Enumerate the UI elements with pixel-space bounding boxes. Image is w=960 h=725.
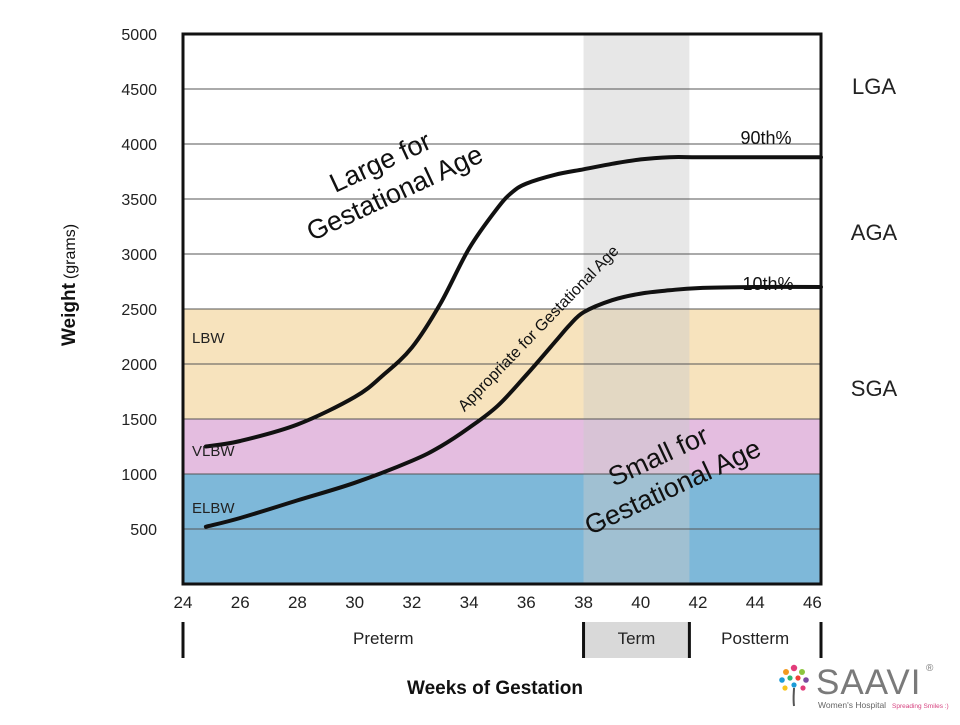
logo-registered-mark: ® (926, 663, 934, 674)
x-tick-36: 36 (517, 593, 536, 612)
y-tick-3000: 3000 (121, 247, 157, 264)
right-label-lga: LGA (852, 74, 896, 99)
band-label-lbw: LBW (192, 330, 225, 347)
y-tick-1500: 1500 (121, 412, 157, 429)
band-label-vlbw: VLBW (192, 443, 235, 460)
x-axis-title: Weeks of Gestation (407, 678, 583, 699)
y-tick-500: 500 (130, 522, 157, 539)
y-axis-title-unit: (grams) (62, 224, 79, 279)
series-label-10th: 10th% (742, 274, 793, 294)
x-tick-44: 44 (746, 593, 765, 612)
segment-term-shade (583, 622, 690, 658)
x-tick-28: 28 (288, 593, 307, 612)
x-tick-26: 26 (231, 593, 250, 612)
x-tick-38: 38 (574, 593, 593, 612)
band-label-elbw: ELBW (192, 500, 235, 517)
y-axis-title-main: Weight (59, 282, 80, 346)
x-tick-34: 34 (460, 593, 479, 612)
plot-frame (181, 32, 823, 586)
y-tick-4000: 4000 (121, 137, 157, 154)
x-tick-30: 30 (345, 593, 364, 612)
y-tick-2500: 2500 (121, 302, 157, 319)
segment-label-postterm: Postterm (721, 629, 789, 648)
x-tick-32: 32 (402, 593, 421, 612)
y-tick-4500: 4500 (121, 82, 157, 99)
logo-tagline: Women's Hospital (818, 700, 886, 710)
y-tick-3500: 3500 (121, 192, 157, 209)
logo-name: SAAVI (816, 663, 922, 702)
y-tick-5000: 5000 (121, 27, 157, 44)
segment-label-preterm: Preterm (353, 629, 413, 648)
series-label-90th: 90th% (740, 128, 791, 148)
logo-slogan: Spreading Smiles :) (892, 703, 949, 710)
x-tick-40: 40 (631, 593, 650, 612)
hospital-logo: SAAVI ® Women's Hospital Spreading Smile… (774, 658, 960, 716)
y-tick-2000: 2000 (121, 357, 157, 374)
x-tick-46: 46 (803, 593, 822, 612)
x-tick-42: 42 (689, 593, 708, 612)
y-tick-1000: 1000 (121, 467, 157, 484)
curve-90th-percentile (203, 155, 823, 449)
flower-logo-icon (779, 664, 809, 707)
y-axis-title: Weight (grams) (59, 224, 80, 346)
right-label-aga: AGA (851, 220, 898, 245)
region-label-lga: Large for Gestational Age (302, 126, 487, 247)
right-label-sga: SGA (851, 376, 898, 401)
segment-label-term: Term (618, 629, 656, 648)
x-tick-24: 24 (174, 593, 193, 612)
curve-10th-percentile (203, 284, 823, 529)
